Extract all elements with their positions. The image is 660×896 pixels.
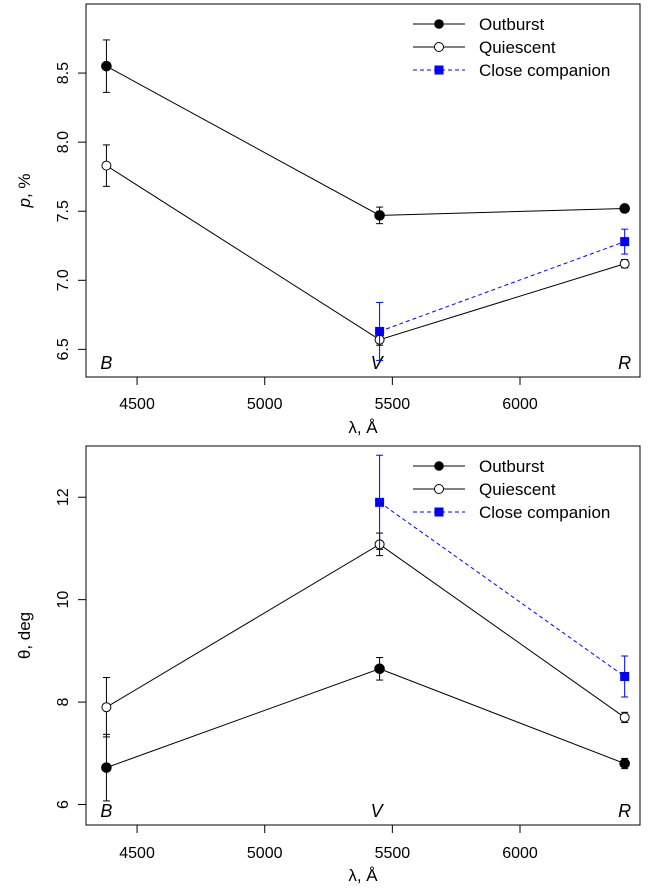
x-axis-label: λ, Å [348,418,378,437]
data-point [375,497,385,507]
plot-frame [85,3,641,378]
data-point [101,160,112,171]
y-axis-label-symbol: p [15,198,34,208]
series-line [106,165,625,341]
panel-bottom: 4500 5000 5500 6000 λ, Å 6 8 10 12 θ, deg B V R Outbu… [15,445,641,885]
series-line [106,668,625,769]
series-line [106,543,625,718]
y-tick-label: 10 [55,591,72,609]
series-quiescent [101,144,630,346]
x-tick-label: 5000 [247,845,283,862]
x-tick-label: 4500 [119,396,155,413]
band-label-V: V [371,801,385,821]
series-line [379,241,625,332]
series-close-companion [375,454,630,698]
series-line [379,501,625,677]
y-axis-label-rest: , % [15,173,34,198]
legend-item: Close companion [413,503,610,522]
x-tick-label: 6000 [502,396,538,413]
series-outburst [101,39,630,225]
data-point [619,203,630,214]
y-tick-label: 8 [55,698,72,707]
plot-frame [85,445,641,826]
legend-label: Close companion [479,61,610,80]
data-point [619,258,630,269]
series-outburst [101,657,630,802]
legend-label: Quiescent [479,38,556,57]
legend-marker [434,19,444,29]
y-tick-label: 6 [55,800,72,809]
legend: Outburst Quiescent Close companion [413,15,610,80]
series-close-companion [375,228,630,361]
legend-marker [434,65,444,75]
legend-item: Outburst [413,457,544,476]
y-tick-label: 8.0 [55,131,72,153]
x-axis-label: λ, Å [348,866,378,885]
band-label-V: V [371,353,385,373]
y-tick-label: 7.0 [55,269,72,291]
legend-marker [434,507,444,517]
legend: Outburst Quiescent Close companion [413,457,610,522]
legend-marker [434,461,444,471]
legend-marker [434,484,444,494]
legend-label: Close companion [479,503,610,522]
y-axis-label: p, % [15,173,34,208]
legend-label: Outburst [479,457,544,476]
band-label-R: R [618,353,631,373]
x-tick-label: 4500 [119,845,155,862]
x-tick-label: 6000 [502,845,538,862]
legend-item: Quiescent [413,38,556,57]
y-tick-label: 12 [55,488,72,506]
y-tick-label: 6.5 [55,338,72,360]
series-quiescent [101,532,630,738]
x-tick-label: 5500 [375,396,411,413]
data-point [374,663,385,675]
y-tick-label: 7.5 [55,200,72,222]
band-label-B: B [100,353,112,373]
legend-label: Outburst [479,15,544,34]
band-label-B: B [100,801,112,821]
data-point [620,237,630,247]
y-axis-label: θ, deg [15,612,34,659]
data-point [375,326,385,336]
panel-top: 4500 5000 5500 6000 λ, Å 6.5 7.0 7.5 8.0 8.5 p, % B… [15,3,641,437]
x-tick-label: 5000 [247,396,283,413]
data-point [101,762,112,773]
data-point [620,671,630,681]
legend-marker [434,42,444,52]
data-point [101,702,112,713]
y-tick-label: 8.5 [55,62,72,84]
data-point [619,712,630,723]
band-label-R: R [618,801,631,821]
series-line [106,65,625,216]
legend-item: Close companion [413,61,610,80]
data-point [374,210,385,221]
data-point [619,758,630,769]
data-point [101,60,112,72]
legend-label: Quiescent [479,480,556,499]
legend-item: Outburst [413,15,544,34]
legend-item: Quiescent [413,480,556,499]
x-tick-label: 5500 [375,845,411,862]
